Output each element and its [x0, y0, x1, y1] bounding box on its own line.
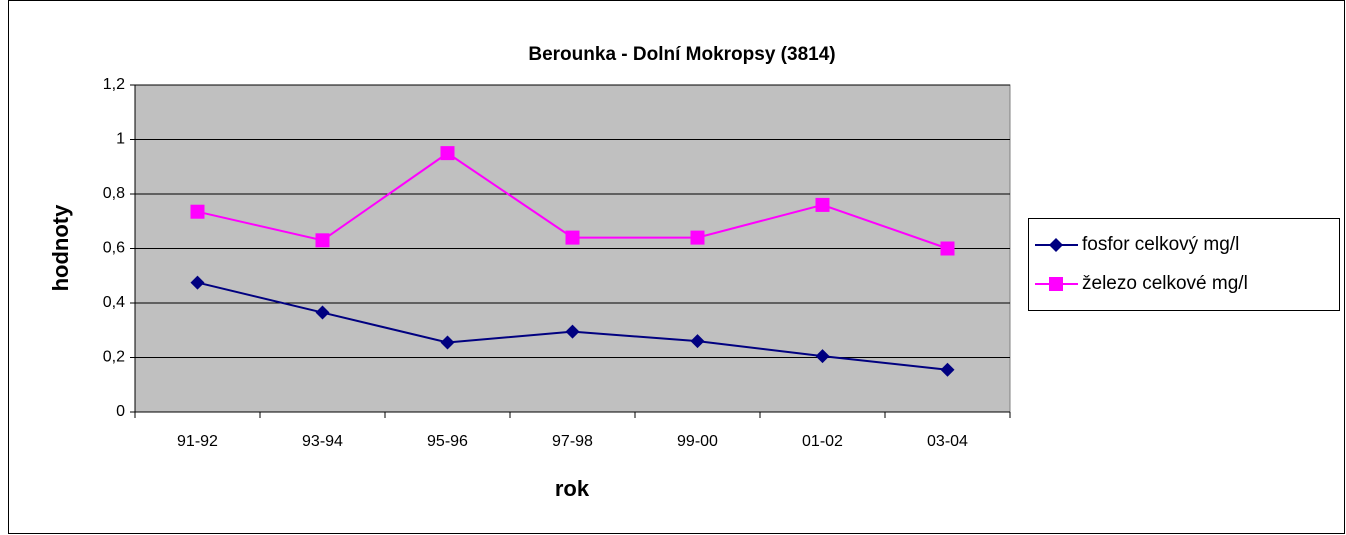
- y-tick-label: 0: [116, 403, 125, 420]
- marker: [190, 275, 205, 290]
- y-axis-label: hodnoty: [48, 204, 73, 292]
- legend-marker: [1049, 277, 1063, 291]
- marker: [690, 230, 705, 245]
- legend: [1028, 218, 1340, 311]
- marker: [190, 204, 205, 219]
- marker: [565, 324, 580, 339]
- y-tick-label: 1,2: [103, 76, 125, 93]
- legend-marker: [1049, 238, 1063, 252]
- x-tick-label: 99-00: [677, 433, 718, 450]
- marker: [440, 335, 455, 350]
- x-tick-label: 03-04: [927, 433, 968, 450]
- y-tick-label: 0,4: [103, 294, 125, 311]
- marker: [565, 230, 580, 245]
- chart-title: Berounka - Dolní Mokropsy (3814): [528, 44, 835, 65]
- x-tick-label: 95-96: [427, 433, 468, 450]
- y-tick-label: 0,6: [103, 240, 125, 257]
- marker: [315, 305, 330, 320]
- legend-label: fosfor celkový mg/l: [1082, 234, 1239, 255]
- x-tick-label: 93-94: [302, 433, 343, 450]
- x-tick-label: 91-92: [177, 433, 218, 450]
- x-tick-label: 01-02: [802, 433, 843, 450]
- marker: [940, 362, 955, 377]
- y-tick-label: 0,2: [103, 349, 125, 366]
- marker: [690, 334, 705, 349]
- y-tick-label: 0,8: [103, 185, 125, 202]
- legend-label: železo celkové mg/l: [1082, 273, 1248, 294]
- y-tick-label: 1: [116, 131, 125, 148]
- marker: [815, 197, 830, 212]
- marker: [815, 349, 830, 364]
- marker: [315, 233, 330, 248]
- marker: [940, 241, 955, 256]
- x-tick-label: 97-98: [552, 433, 593, 450]
- x-axis-label: rok: [555, 476, 590, 501]
- marker: [440, 146, 455, 161]
